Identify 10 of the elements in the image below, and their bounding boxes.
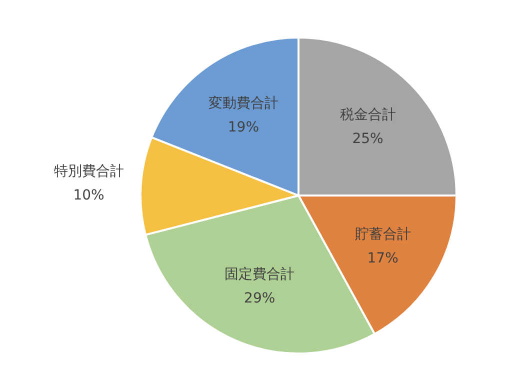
slice-label: 変動費合計 [208,95,278,112]
data-label: 17% [367,250,398,266]
slice-label: 固定費合計 [224,266,295,282]
slice-label: 特別費合計 [54,163,124,180]
slice-label: 税金合計 [340,107,396,124]
data-label: 25% [352,131,384,148]
slice-label: 貯蓄合計 [354,226,411,242]
data-label: 19% [228,119,260,136]
data-label: 10% [73,187,104,204]
data-label: 29% [244,290,276,306]
